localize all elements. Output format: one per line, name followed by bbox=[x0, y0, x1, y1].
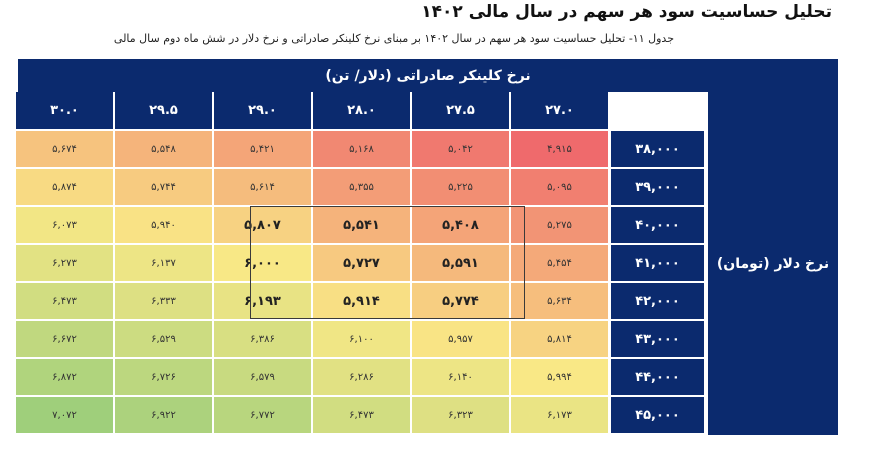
table-cell-highlighted: ۵,۵۹۱ bbox=[412, 245, 509, 281]
table-cell: ۵,۳۵۵ bbox=[313, 169, 410, 205]
column-header: ۲۹.۰ bbox=[214, 92, 311, 129]
row-header: ۴۳,۰۰۰ bbox=[611, 321, 704, 357]
table-cell-highlighted: ۵,۴۰۸ bbox=[412, 207, 509, 243]
row-header: ۴۰,۰۰۰ bbox=[611, 207, 704, 243]
table-cell-highlighted: ۵,۷۲۷ bbox=[313, 245, 410, 281]
column-header: ۲۹.۵ bbox=[115, 92, 212, 129]
table-cell: ۵,۲۲۵ bbox=[412, 169, 509, 205]
table-cell-highlighted: ۵,۹۱۴ bbox=[313, 283, 410, 319]
table-cell: ۶,۱۷۳ bbox=[511, 397, 608, 433]
table-cell: ۶,۵۷۹ bbox=[214, 359, 311, 395]
table-cell: ۶,۵۲۹ bbox=[115, 321, 212, 357]
table-cell: ۶,۱۴۰ bbox=[412, 359, 509, 395]
table-cell: ۵,۶۷۴ bbox=[16, 131, 113, 167]
column-header: ۳۰.۰ bbox=[16, 92, 113, 129]
page-title: تحلیل حساسیت سود هر سهم در سال مالی ۱۴۰۲ bbox=[421, 2, 832, 22]
table-caption: جدول ۱۱- تحلیل حساسیت سود هر سهم در سال … bbox=[113, 32, 674, 45]
table-cell: ۵,۸۱۴ bbox=[511, 321, 608, 357]
table-cell: ۶,۱۳۷ bbox=[115, 245, 212, 281]
table-cell: ۶,۳۳۳ bbox=[115, 283, 212, 319]
table-cell: ۶,۶۷۲ bbox=[16, 321, 113, 357]
column-header: ۲۸.۰ bbox=[313, 92, 410, 129]
row-header: ۴۵,۰۰۰ bbox=[611, 397, 704, 433]
table-cell: ۶,۴۷۳ bbox=[313, 397, 410, 433]
table-cell: ۵,۹۵۷ bbox=[412, 321, 509, 357]
column-group-header: نرخ کلینکر صادراتی (دلار/ تن) bbox=[18, 59, 838, 92]
table-cell: ۶,۷۷۲ bbox=[214, 397, 311, 433]
row-header: ۳۸,۰۰۰ bbox=[611, 131, 704, 167]
table-cell: ۶,۱۰۰ bbox=[313, 321, 410, 357]
table-cell-highlighted: ۵,۸۰۷ bbox=[214, 207, 311, 243]
table-cell: ۶,۲۸۶ bbox=[313, 359, 410, 395]
table-cell: ۵,۴۲۱ bbox=[214, 131, 311, 167]
table-cell-highlighted: ۵,۷۷۴ bbox=[412, 283, 509, 319]
table-cell-highlighted: ۶,۰۰۰ bbox=[214, 245, 311, 281]
table-cell: ۵,۷۴۴ bbox=[115, 169, 212, 205]
table-cell: ۵,۸۷۴ bbox=[16, 169, 113, 205]
table-cell: ۵,۲۷۵ bbox=[511, 207, 608, 243]
row-header: ۴۲,۰۰۰ bbox=[611, 283, 704, 319]
table-cell: ۶,۸۷۲ bbox=[16, 359, 113, 395]
table-cell: ۶,۲۷۳ bbox=[16, 245, 113, 281]
table-cell: ۵,۶۱۴ bbox=[214, 169, 311, 205]
table-cell: ۴,۹۱۵ bbox=[511, 131, 608, 167]
table-cell: ۵,۶۳۴ bbox=[511, 283, 608, 319]
table-cell: ۵,۱۶۸ bbox=[313, 131, 410, 167]
table-cell: ۵,۵۴۸ bbox=[115, 131, 212, 167]
table-cell-highlighted: ۵,۵۴۱ bbox=[313, 207, 410, 243]
table-cell: ۶,۹۲۲ bbox=[115, 397, 212, 433]
column-header: ۲۷.۰ bbox=[511, 92, 608, 129]
table-cell: ۵,۹۹۴ bbox=[511, 359, 608, 395]
table-cell: ۶,۰۷۳ bbox=[16, 207, 113, 243]
row-group-header: نرخ دلار (تومان) bbox=[708, 92, 838, 435]
table-cell: ۷,۰۷۲ bbox=[16, 397, 113, 433]
table-cell: ۶,۴۷۳ bbox=[16, 283, 113, 319]
table-cell: ۵,۰۴۲ bbox=[412, 131, 509, 167]
row-header: ۴۴,۰۰۰ bbox=[611, 359, 704, 395]
table-cell: ۶,۳۸۶ bbox=[214, 321, 311, 357]
table-cell: ۶,۷۲۶ bbox=[115, 359, 212, 395]
table-cell-highlighted: ۶,۱۹۳ bbox=[214, 283, 311, 319]
table-cell: ۵,۹۴۰ bbox=[115, 207, 212, 243]
table-cell: ۶,۳۲۳ bbox=[412, 397, 509, 433]
sensitivity-table: نرخ کلینکر صادراتی (دلار/ تن) نرخ دلار (… bbox=[16, 59, 838, 435]
table-cell: ۵,۴۵۴ bbox=[511, 245, 608, 281]
table-cell: ۵,۰۹۵ bbox=[511, 169, 608, 205]
row-header: ۳۹,۰۰۰ bbox=[611, 169, 704, 205]
row-header: ۴۱,۰۰۰ bbox=[611, 245, 704, 281]
column-header: ۲۷.۵ bbox=[412, 92, 509, 129]
